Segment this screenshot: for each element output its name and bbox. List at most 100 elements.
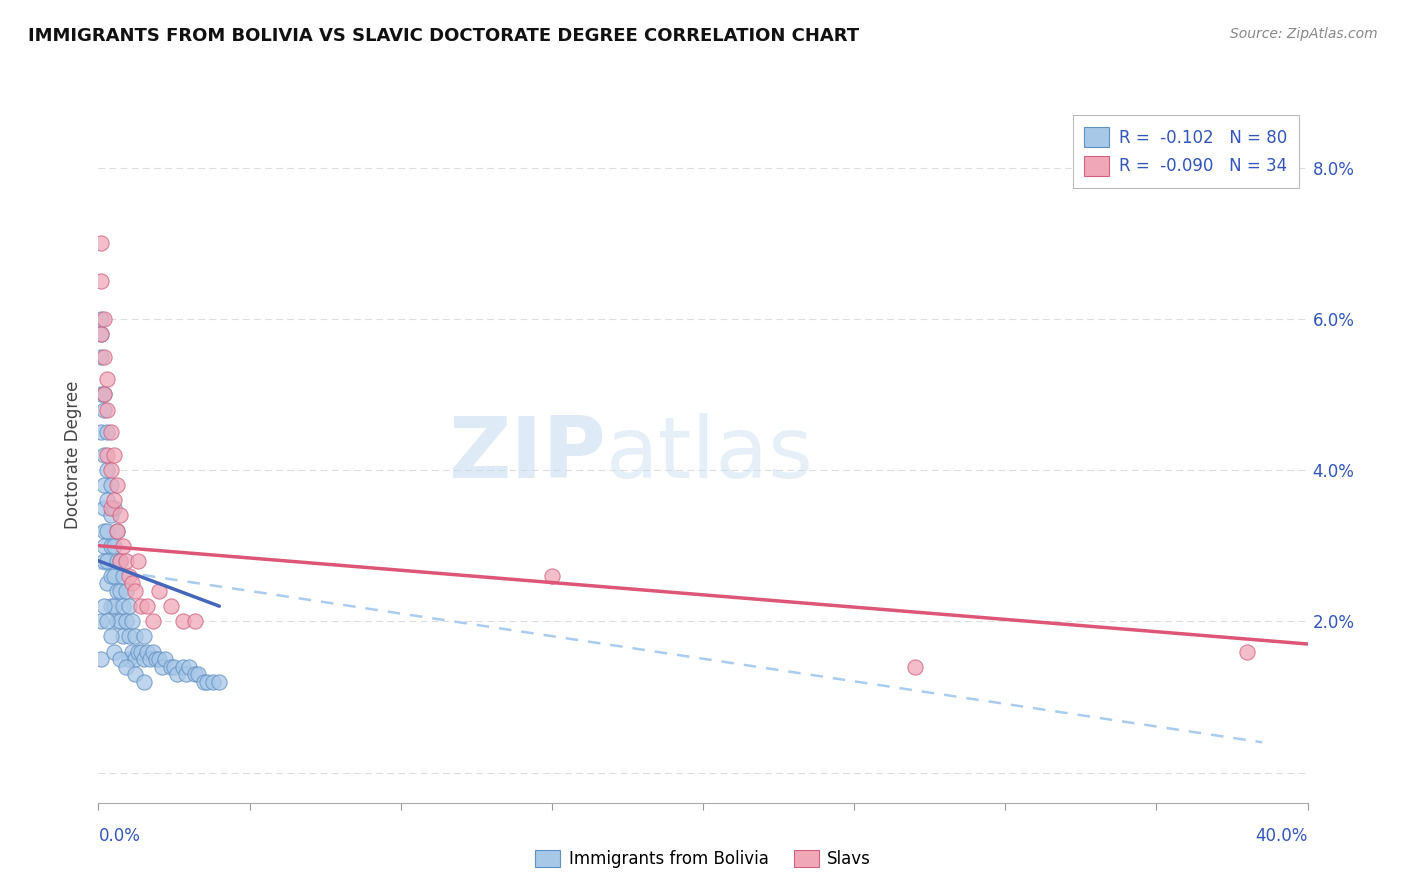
Point [127, 554, 149, 568]
Point [103, 569, 125, 583]
Point [187, 667, 209, 681]
Point [145, 652, 167, 666]
Point [121, 576, 143, 591]
Point [118, 569, 141, 583]
Point [103, 644, 125, 658]
Point [174, 667, 197, 681]
Point [93, 539, 115, 553]
Point [108, 554, 131, 568]
Point [93, 387, 115, 401]
Point [105, 524, 128, 538]
Point [195, 674, 218, 689]
Point [100, 478, 122, 492]
Point [118, 629, 141, 643]
Point [105, 584, 128, 599]
Point [103, 539, 125, 553]
Point [93, 554, 115, 568]
Point [111, 569, 134, 583]
Point [93, 402, 115, 417]
Point [114, 554, 136, 568]
Point [118, 652, 141, 666]
Point [193, 674, 215, 689]
Point [114, 584, 136, 599]
Point [172, 615, 194, 629]
Point [166, 667, 188, 681]
Point [150, 659, 173, 673]
Point [111, 539, 134, 553]
Text: ZIP: ZIP [449, 413, 606, 497]
Point [100, 599, 122, 614]
Point [93, 448, 115, 462]
Point [124, 652, 146, 666]
Point [105, 615, 128, 629]
Point [148, 652, 170, 666]
Point [96, 524, 118, 538]
Legend: Immigrants from Bolivia, Slavs: Immigrants from Bolivia, Slavs [529, 843, 877, 875]
Point [139, 652, 162, 666]
Point [90, 425, 112, 440]
Text: Source: ZipAtlas.com: Source: ZipAtlas.com [1230, 27, 1378, 41]
Point [127, 644, 149, 658]
Point [96, 402, 118, 417]
Point [93, 599, 115, 614]
Point [96, 448, 118, 462]
Point [108, 508, 131, 523]
Point [208, 674, 231, 689]
Point [100, 425, 122, 440]
Point [135, 599, 157, 614]
Y-axis label: Doctorate Degree: Doctorate Degree [65, 381, 83, 529]
Point [90, 311, 112, 326]
Point [100, 508, 122, 523]
Point [105, 554, 128, 568]
Point [105, 524, 128, 538]
Point [96, 372, 118, 386]
Point [90, 350, 112, 364]
Point [114, 615, 136, 629]
Point [172, 659, 194, 673]
Point [90, 326, 112, 341]
Point [108, 554, 131, 568]
Point [142, 615, 165, 629]
Point [153, 652, 176, 666]
Point [1236, 644, 1258, 658]
Point [129, 644, 152, 658]
Point [103, 448, 125, 462]
Point [202, 674, 225, 689]
Point [132, 629, 155, 643]
Point [96, 425, 118, 440]
Point [90, 615, 112, 629]
Point [93, 350, 115, 364]
Point [179, 659, 201, 673]
Point [103, 493, 125, 508]
Point [135, 644, 157, 658]
Point [100, 629, 122, 643]
Point [96, 493, 118, 508]
Point [93, 387, 115, 401]
Point [96, 463, 118, 477]
Point [111, 629, 134, 643]
Point [100, 539, 122, 553]
Point [90, 652, 112, 666]
Point [90, 326, 112, 341]
Point [160, 599, 183, 614]
Text: IMMIGRANTS FROM BOLIVIA VS SLAVIC DOCTORATE DEGREE CORRELATION CHART: IMMIGRANTS FROM BOLIVIA VS SLAVIC DOCTOR… [28, 27, 859, 45]
Point [100, 463, 122, 477]
Point [108, 584, 131, 599]
Point [93, 311, 115, 326]
Point [160, 659, 183, 673]
Point [184, 667, 207, 681]
Point [124, 667, 146, 681]
Point [114, 659, 136, 673]
Point [148, 584, 170, 599]
Point [111, 599, 134, 614]
Point [96, 554, 118, 568]
Point [105, 478, 128, 492]
Point [93, 500, 115, 515]
Point [540, 569, 562, 583]
Point [124, 584, 146, 599]
Point [184, 615, 207, 629]
Point [93, 524, 115, 538]
Point [96, 576, 118, 591]
Point [129, 599, 152, 614]
Point [108, 652, 131, 666]
